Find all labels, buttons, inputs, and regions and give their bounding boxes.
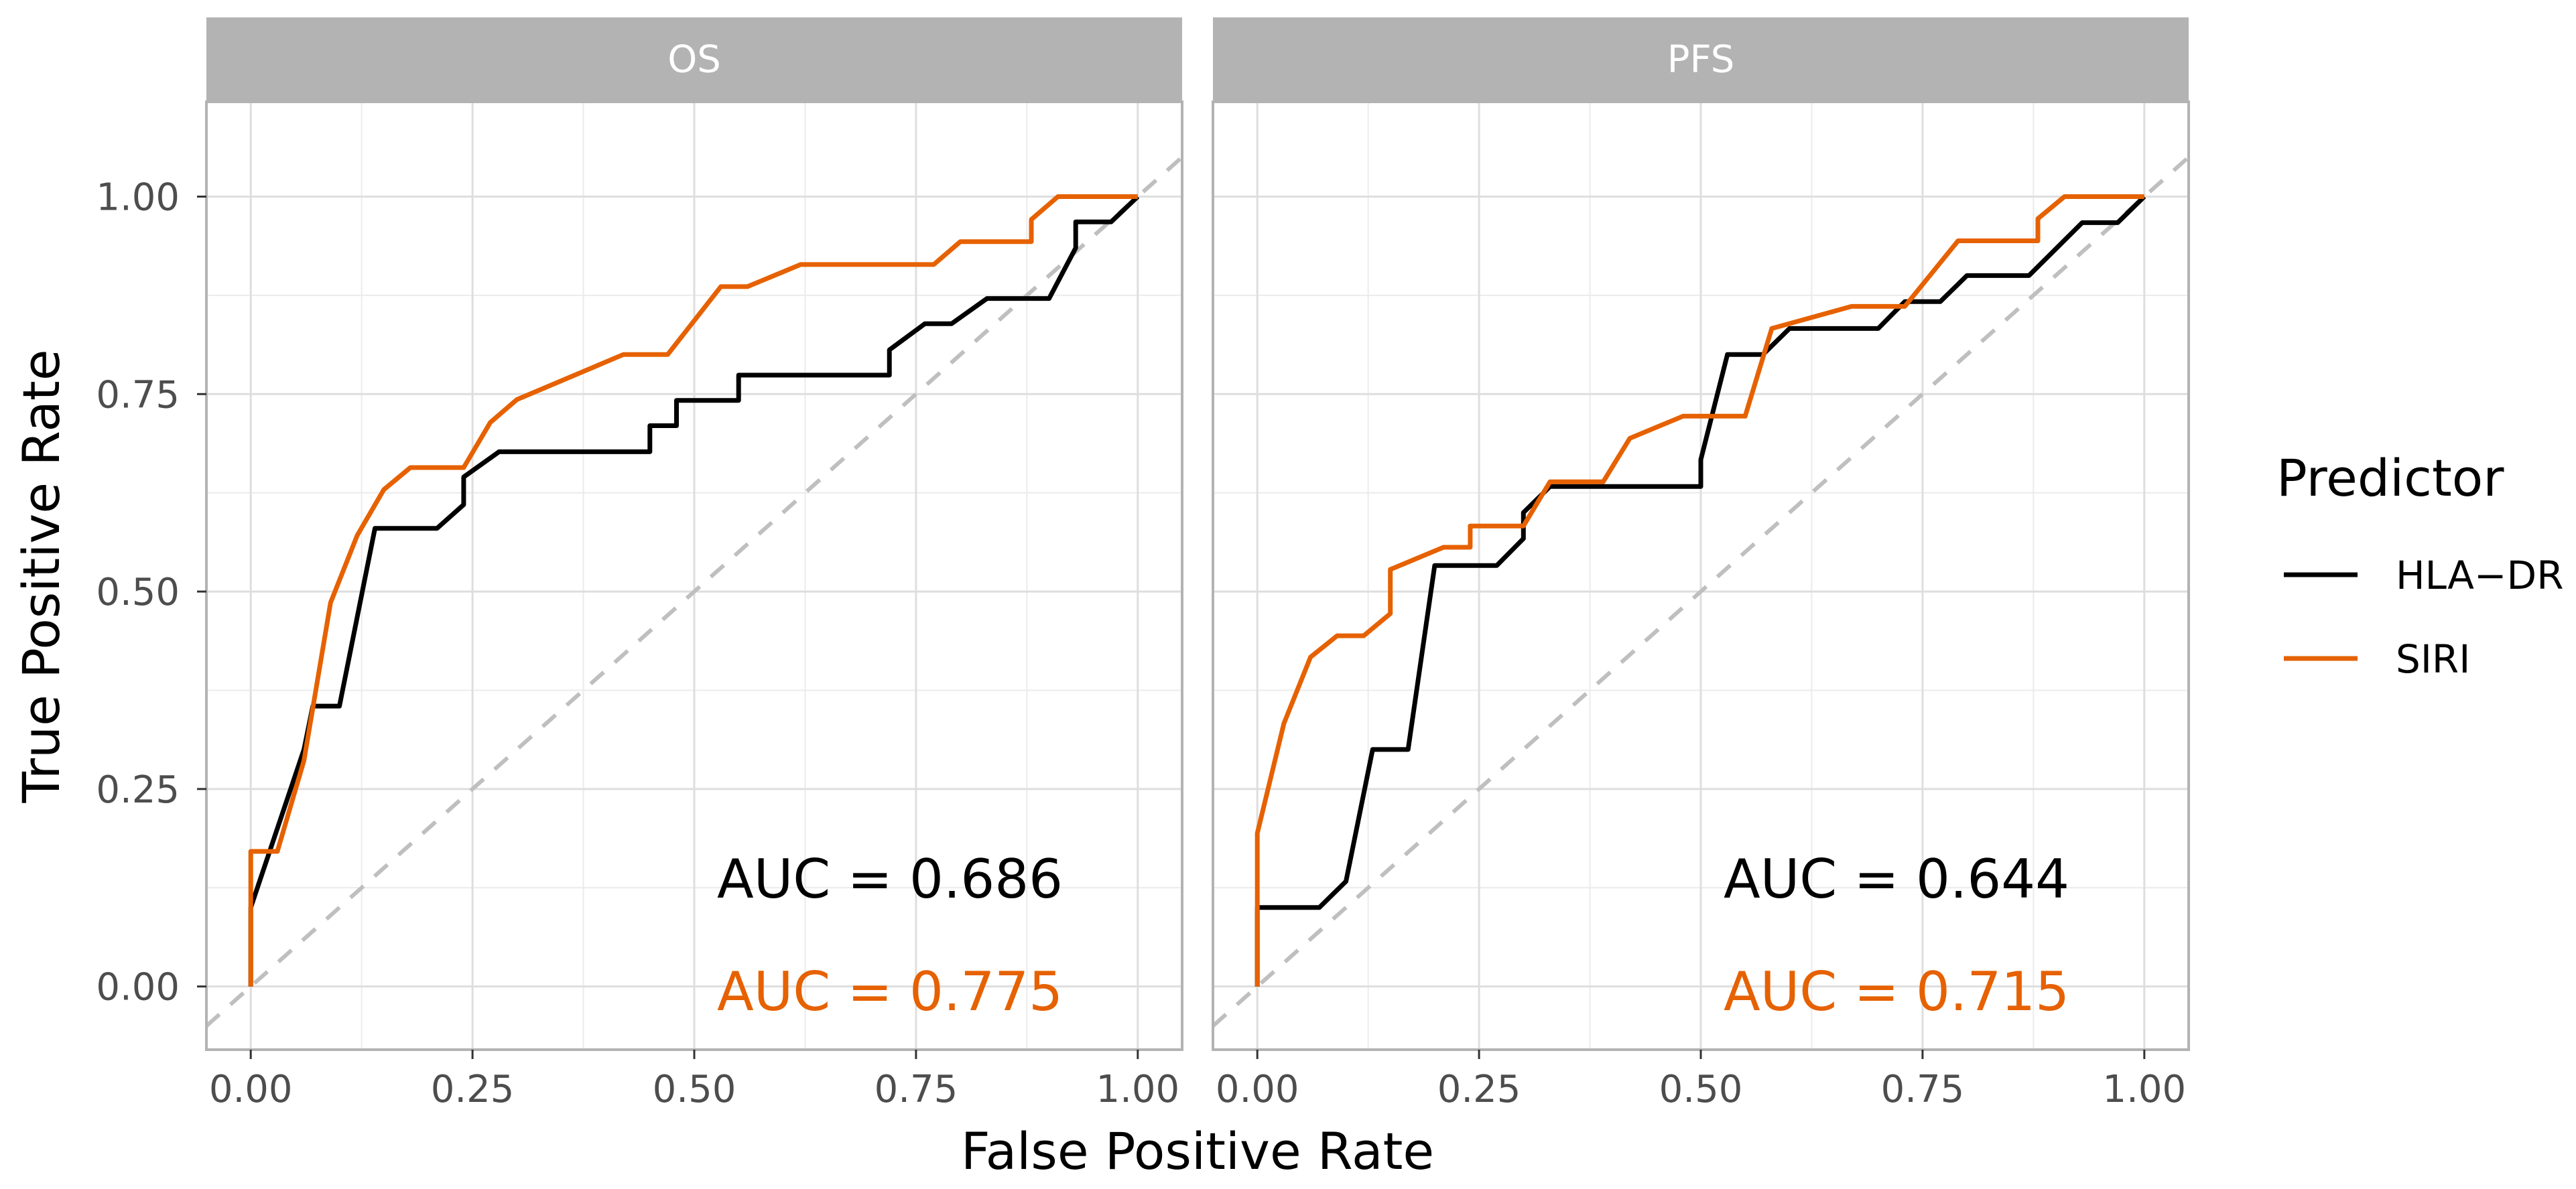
x-ticks-pfs: 0.00 0.25 0.50 0.75 1.00 [1216, 1050, 2186, 1111]
y-tick-label: 0.25 [96, 768, 180, 812]
y-axis-title: True Positive Rate [11, 350, 71, 804]
strip-background-pfs [1213, 17, 2189, 102]
roc-curve-hla-dr-os [248, 194, 1140, 987]
panel-pfs: PFS AUC = 0.644 AUC = 0.715 0.00 0.25 0.50… [1212, 17, 2190, 1111]
x-axis-title: False Positive Rate [961, 1121, 1434, 1181]
x-tick-label: 0.00 [1216, 1068, 1299, 1111]
x-tick-label: 0.50 [1659, 1068, 1743, 1111]
legend-label-hla-dr: HLA−DR [2396, 553, 2564, 598]
x-tick-label: 0.75 [875, 1068, 958, 1111]
auc-label-pfs-siri: AUC = 0.715 [1724, 961, 2069, 1023]
auc-label-pfs-hla-dr: AUC = 0.644 [1724, 848, 2069, 910]
legend-title: Predictor [2276, 448, 2504, 508]
strip-label-pfs: PFS [1667, 38, 1735, 82]
series-os [248, 194, 1140, 987]
x-tick-label: 0.75 [1881, 1068, 1965, 1111]
x-tick-label: 0.25 [1437, 1068, 1521, 1111]
x-ticks-os: 0.00 0.25 0.50 0.75 1.00 [209, 1050, 1179, 1111]
strip-background-os [206, 17, 1182, 102]
x-tick-label: 0.00 [209, 1068, 293, 1111]
strip-label-os: OS [667, 38, 721, 82]
y-tick-label: 0.00 [96, 966, 180, 1009]
y-tick-label: 0.75 [96, 373, 180, 417]
y-tick-label: 1.00 [96, 176, 180, 220]
series-pfs [1254, 194, 2146, 987]
x-tick-label: 0.50 [653, 1068, 736, 1111]
reference-line-os [205, 155, 1183, 1028]
grid-pfs [1213, 102, 2189, 1050]
reference-line-pfs [1212, 155, 2190, 1028]
roc-curve-hla-dr-pfs [1254, 195, 2146, 987]
roc-curve-siri-pfs [1254, 194, 2144, 987]
auc-label-os-hla-dr: AUC = 0.686 [717, 848, 1063, 910]
legend-label-siri: SIRI [2396, 636, 2470, 682]
panel-os: OS AUC = 0.686 AUC = 0.775 0.00 0.25 0.50 0… [205, 17, 1183, 1111]
x-tick-label: 1.00 [2102, 1068, 2186, 1111]
y-tick-label: 0.50 [96, 571, 180, 614]
reference-diagonal [205, 155, 1183, 1028]
y-axis: 0.00 0.25 0.50 0.75 1.00 [96, 176, 206, 1009]
legend: Predictor HLA−DR SIRI [2276, 448, 2564, 682]
x-tick-label: 0.25 [431, 1068, 515, 1111]
auc-label-os-siri: AUC = 0.775 [717, 961, 1063, 1023]
reference-diagonal [1212, 155, 2190, 1028]
roc-curve-siri-os [248, 194, 1138, 987]
x-tick-label: 1.00 [1096, 1068, 1179, 1111]
